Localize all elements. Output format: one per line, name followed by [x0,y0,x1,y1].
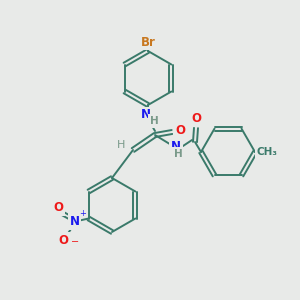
Text: N: N [171,140,181,152]
Text: CH₃: CH₃ [256,147,278,157]
Text: H: H [174,149,182,159]
Text: O: O [175,124,185,136]
Text: O: O [54,201,64,214]
Text: O: O [58,234,69,247]
Text: −: − [70,238,79,248]
Text: O: O [191,112,201,125]
Text: N: N [70,215,80,228]
Text: N: N [141,109,151,122]
Text: Br: Br [141,35,155,49]
Text: H: H [150,116,158,126]
Text: +: + [80,209,86,218]
Text: H: H [117,140,125,150]
